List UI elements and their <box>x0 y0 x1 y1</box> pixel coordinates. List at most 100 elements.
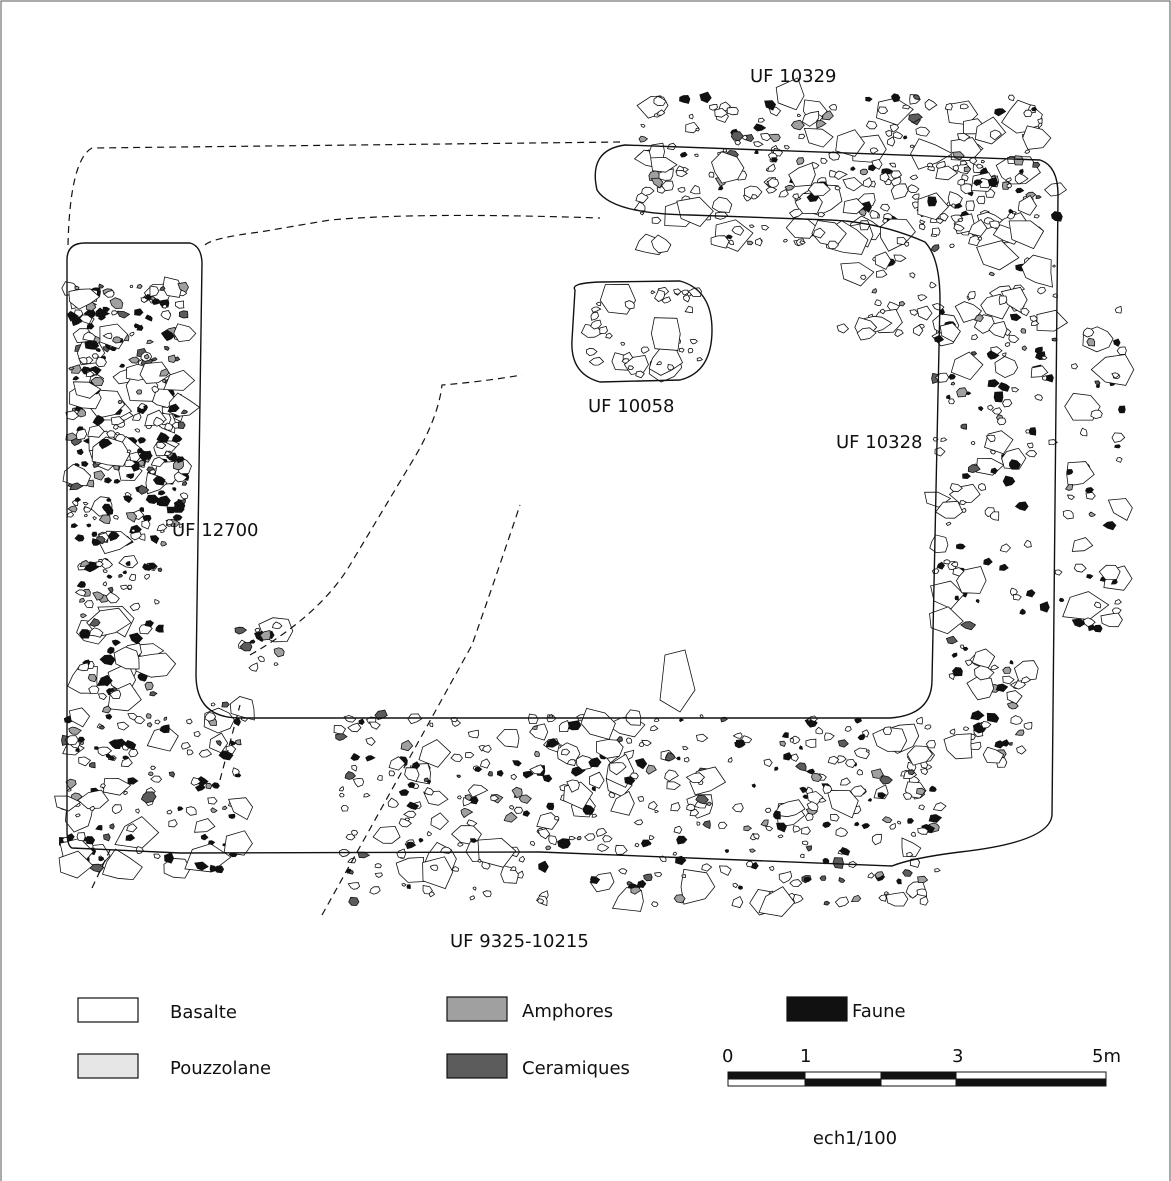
stone <box>866 750 869 753</box>
stone <box>654 719 659 722</box>
stone <box>187 750 193 755</box>
stone <box>702 864 712 872</box>
stone <box>681 869 715 904</box>
stone <box>419 740 451 768</box>
stone <box>957 388 968 397</box>
stone <box>778 835 783 838</box>
stone <box>680 152 687 157</box>
stone <box>373 826 400 843</box>
stone <box>75 287 79 290</box>
stone <box>146 714 151 719</box>
stone <box>1014 595 1022 601</box>
stone <box>821 158 828 163</box>
stone <box>222 702 229 707</box>
stone <box>75 535 84 542</box>
stone <box>964 167 970 172</box>
stone <box>106 592 119 603</box>
stone <box>179 311 188 318</box>
stone <box>401 740 413 750</box>
stone <box>79 358 87 364</box>
stone <box>1020 609 1026 615</box>
stone <box>977 196 985 204</box>
stone <box>1003 476 1015 486</box>
stone <box>1012 388 1019 392</box>
stone <box>112 805 122 814</box>
stone <box>106 714 112 719</box>
stone <box>660 650 695 712</box>
stone <box>568 760 576 766</box>
stone <box>648 801 657 809</box>
stone <box>890 823 896 829</box>
stone <box>738 886 742 889</box>
stone <box>945 103 952 110</box>
stone <box>918 295 927 301</box>
legend-label: Ceramiques <box>522 1058 630 1079</box>
stone <box>688 349 693 353</box>
stone <box>397 849 406 858</box>
stone <box>223 806 228 810</box>
stone <box>893 132 902 139</box>
stone <box>823 822 831 827</box>
feature-label: UF 10329 <box>750 66 837 87</box>
stone <box>396 857 424 882</box>
stone <box>92 354 98 359</box>
stone <box>591 320 602 329</box>
stone <box>684 295 690 302</box>
stone <box>830 815 839 822</box>
stone <box>1034 215 1039 218</box>
stone <box>829 105 836 111</box>
stone <box>558 839 571 849</box>
stone <box>917 889 927 896</box>
stone <box>678 188 685 193</box>
stone <box>886 131 892 137</box>
stone <box>887 137 895 146</box>
stone <box>989 272 994 276</box>
stone <box>885 892 889 895</box>
stone <box>978 484 985 491</box>
stone <box>172 434 182 441</box>
stone <box>870 210 879 218</box>
stone <box>769 866 774 870</box>
stone <box>78 737 85 742</box>
stone <box>719 186 723 190</box>
stone <box>258 656 264 662</box>
stone <box>461 808 473 817</box>
stone <box>135 429 140 432</box>
stone <box>718 822 727 828</box>
stone <box>961 645 964 649</box>
stone <box>992 408 1001 414</box>
stone <box>77 833 85 841</box>
stone <box>700 92 711 103</box>
stone <box>158 491 165 495</box>
stone <box>828 756 839 764</box>
stone <box>674 826 682 833</box>
stone <box>603 836 612 842</box>
stone <box>169 820 178 827</box>
stone <box>852 895 861 901</box>
stone <box>101 784 106 788</box>
stone <box>402 884 406 887</box>
stone <box>728 758 732 763</box>
stone <box>652 902 659 907</box>
stone <box>537 813 559 830</box>
stone <box>348 883 359 890</box>
stone <box>388 798 398 807</box>
stone <box>528 714 538 724</box>
stone <box>173 488 176 491</box>
stone <box>928 197 937 206</box>
stone <box>894 255 906 261</box>
stone <box>639 136 647 142</box>
stone <box>108 587 113 592</box>
stone <box>589 357 603 365</box>
stone <box>336 734 347 741</box>
dashed-limit <box>205 215 600 245</box>
stone <box>875 252 891 269</box>
stone <box>87 323 94 329</box>
stone <box>709 104 717 110</box>
stone <box>85 601 94 608</box>
stone <box>230 697 254 721</box>
stone <box>156 625 164 632</box>
stone <box>1072 364 1078 369</box>
stone <box>110 824 114 829</box>
stone <box>84 514 87 516</box>
